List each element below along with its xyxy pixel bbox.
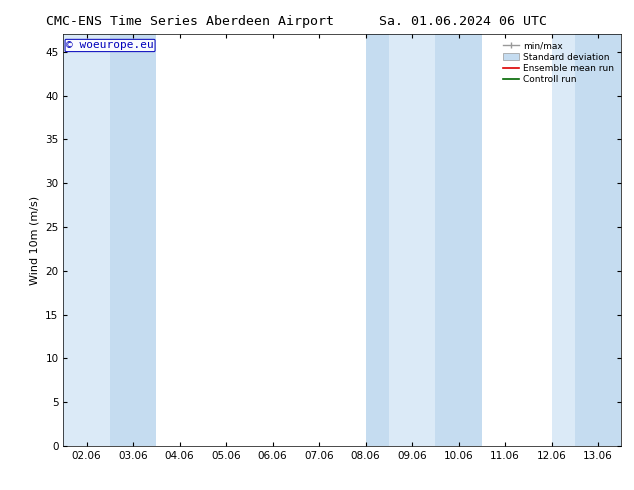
Bar <box>110 34 157 446</box>
Bar <box>366 34 389 446</box>
Text: Sa. 01.06.2024 06 UTC: Sa. 01.06.2024 06 UTC <box>379 15 547 28</box>
Bar <box>436 34 482 446</box>
Text: CMC-ENS Time Series Aberdeen Airport: CMC-ENS Time Series Aberdeen Airport <box>46 15 334 28</box>
Text: © woeurope.eu: © woeurope.eu <box>66 41 154 50</box>
Bar <box>389 34 436 446</box>
Bar <box>575 34 621 446</box>
Bar <box>552 34 575 446</box>
Y-axis label: Wind 10m (m/s): Wind 10m (m/s) <box>30 196 40 285</box>
Bar <box>63 34 110 446</box>
Legend: min/max, Standard deviation, Ensemble mean run, Controll run: min/max, Standard deviation, Ensemble me… <box>500 39 617 87</box>
